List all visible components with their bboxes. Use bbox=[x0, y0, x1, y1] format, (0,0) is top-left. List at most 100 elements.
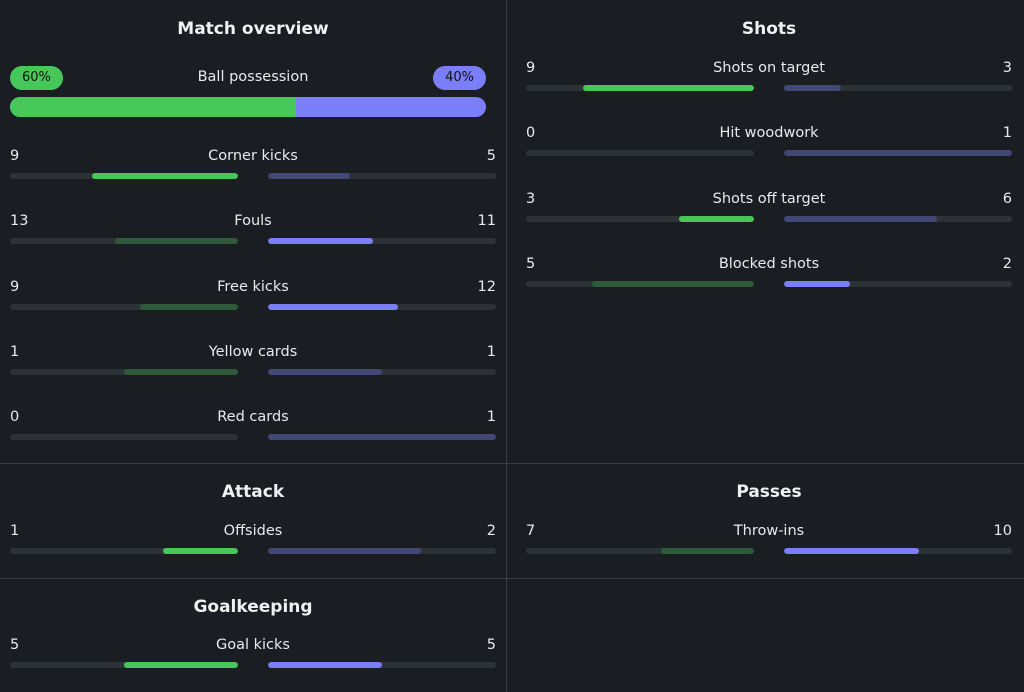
red-cards-label: Red cards bbox=[217, 409, 289, 426]
shots-off-target-away-value: 6 bbox=[1002, 190, 1012, 207]
shots-on-target-home-value: 9 bbox=[526, 60, 536, 76]
free-kicks-home-track bbox=[10, 303, 238, 310]
match-overview-title: Match overview bbox=[177, 19, 329, 39]
shots-off-target-home-value: 3 bbox=[526, 190, 536, 207]
fouls-home-track bbox=[10, 238, 238, 245]
vertical-divider bbox=[506, 0, 507, 692]
yellow-cards-home-fill bbox=[124, 368, 238, 375]
yellow-cards-home-track bbox=[10, 368, 238, 375]
fouls-label: Fouls bbox=[234, 213, 272, 230]
stat-row-throw-ins: 7 Throw-ins 10 bbox=[526, 522, 1012, 562]
fouls-away-track bbox=[268, 238, 496, 245]
blocked-shots-away-value: 2 bbox=[1002, 255, 1012, 272]
yellow-cards-away-track bbox=[268, 368, 496, 375]
hit-woodwork-label: Hit woodwork bbox=[719, 125, 819, 142]
offsides-home-fill bbox=[162, 548, 238, 554]
goal-kicks-label: Goal kicks bbox=[216, 637, 290, 653]
corner-kicks-home-fill bbox=[92, 173, 238, 179]
red-cards-away-track bbox=[268, 434, 496, 441]
fouls-home-value: 13 bbox=[10, 213, 29, 230]
offsides-label: Offsides bbox=[223, 523, 283, 539]
shots-on-target-home-fill bbox=[583, 85, 754, 91]
blocked-shots-away-track bbox=[784, 280, 1012, 287]
attack-title: Attack bbox=[221, 482, 285, 502]
throw-ins-label: Throw-ins bbox=[733, 523, 805, 539]
stat-row-blocked-shots: 5 Blocked shots 2 bbox=[526, 255, 1012, 295]
shots-off-target-home-fill bbox=[678, 215, 754, 222]
free-kicks-away-fill bbox=[268, 303, 398, 310]
possession-home-fill bbox=[10, 97, 296, 117]
hit-woodwork-away-track bbox=[784, 150, 1012, 157]
corner-kicks-away-track bbox=[268, 173, 496, 179]
stat-row-free-kicks: 9 Free kicks 12 bbox=[10, 278, 496, 318]
stat-row-fouls: 13 Fouls 11 bbox=[10, 212, 496, 252]
corner-kicks-home-value: 9 bbox=[10, 148, 20, 164]
shots-section: Shots 9 Shots on target 3 0 Hit woodwork 1 3 Sh… bbox=[516, 0, 1022, 463]
shots-on-target-away-fill bbox=[784, 85, 841, 91]
corner-kicks-away-value: 5 bbox=[486, 148, 496, 164]
free-kicks-away-value: 12 bbox=[477, 278, 496, 295]
passes-title: Passes bbox=[736, 482, 802, 502]
corner-kicks-home-track bbox=[10, 173, 238, 179]
throw-ins-away-track bbox=[784, 548, 1012, 554]
yellow-cards-home-value: 1 bbox=[10, 343, 20, 360]
hit-woodwork-away-value: 1 bbox=[1002, 125, 1012, 142]
stat-row-yellow-cards: 1 Yellow cards 1 bbox=[10, 343, 496, 383]
blocked-shots-away-fill bbox=[784, 280, 851, 287]
yellow-cards-label: Yellow cards bbox=[208, 343, 298, 360]
goal-kicks-home-track bbox=[10, 662, 238, 668]
shots-on-target-home-track bbox=[526, 85, 754, 91]
goalkeeping-section: Goalkeeping 5 Goal kicks 5 bbox=[0, 579, 506, 692]
fouls-home-fill bbox=[114, 238, 238, 245]
stat-row-hit-woodwork: 0 Hit woodwork 1 bbox=[526, 124, 1012, 164]
goal-kicks-away-track bbox=[268, 662, 496, 668]
corner-kicks-away-fill bbox=[268, 173, 351, 179]
possession-home-badge: 60% bbox=[10, 66, 63, 90]
shots-title: Shots bbox=[741, 19, 797, 39]
red-cards-away-value: 1 bbox=[486, 409, 496, 426]
free-kicks-home-value: 9 bbox=[10, 278, 20, 295]
throw-ins-home-fill bbox=[660, 548, 754, 554]
goal-kicks-away-fill bbox=[268, 662, 382, 668]
possession-bar bbox=[10, 97, 486, 117]
hit-woodwork-away-fill bbox=[784, 150, 1012, 157]
blocked-shots-home-track bbox=[526, 280, 754, 287]
offsides-away-value: 2 bbox=[486, 523, 496, 539]
throw-ins-away-fill bbox=[784, 548, 919, 554]
goal-kicks-home-fill bbox=[124, 662, 238, 668]
yellow-cards-away-value: 1 bbox=[486, 343, 496, 360]
throw-ins-home-value: 7 bbox=[526, 523, 536, 539]
hit-woodwork-home-track bbox=[526, 150, 754, 157]
shots-off-target-away-track bbox=[784, 215, 1012, 222]
yellow-cards-away-fill bbox=[268, 368, 382, 375]
goal-kicks-away-value: 5 bbox=[486, 637, 496, 653]
shots-on-target-label: Shots on target bbox=[713, 60, 825, 76]
blocked-shots-home-fill bbox=[592, 280, 754, 287]
shots-off-target-home-track bbox=[526, 215, 754, 222]
offsides-away-track bbox=[268, 548, 496, 554]
blocked-shots-home-value: 5 bbox=[526, 255, 536, 272]
free-kicks-home-fill bbox=[139, 303, 238, 310]
section-divider-bottom bbox=[0, 578, 1024, 579]
red-cards-home-track bbox=[10, 434, 238, 441]
stat-row-shots-on-target: 9 Shots on target 3 bbox=[526, 59, 1012, 99]
goal-kicks-home-value: 5 bbox=[10, 637, 20, 653]
blocked-shots-label: Blocked shots bbox=[718, 255, 820, 272]
possession-label: Ball possession bbox=[197, 69, 309, 85]
free-kicks-label: Free kicks bbox=[217, 278, 289, 295]
goalkeeping-title: Goalkeeping bbox=[193, 597, 313, 617]
fouls-away-value: 11 bbox=[477, 213, 496, 230]
offsides-away-fill bbox=[268, 548, 421, 554]
offsides-home-value: 1 bbox=[10, 523, 20, 539]
stat-row-goal-kicks: 5 Goal kicks 5 bbox=[10, 636, 496, 676]
shots-off-target-label: Shots off target bbox=[712, 190, 826, 207]
hit-woodwork-home-value: 0 bbox=[526, 125, 536, 142]
stat-row-shots-off-target: 3 Shots off target 6 bbox=[526, 190, 1012, 230]
free-kicks-away-track bbox=[268, 303, 496, 310]
shots-on-target-away-track bbox=[784, 85, 1012, 91]
attack-section: Attack 1 Offsides 2 bbox=[0, 464, 506, 578]
match-overview-section: Match overview 60% Ball possession 40% 9… bbox=[0, 0, 506, 463]
section-divider-top bbox=[0, 463, 1024, 464]
red-cards-away-fill bbox=[268, 434, 496, 441]
offsides-home-track bbox=[10, 548, 238, 554]
